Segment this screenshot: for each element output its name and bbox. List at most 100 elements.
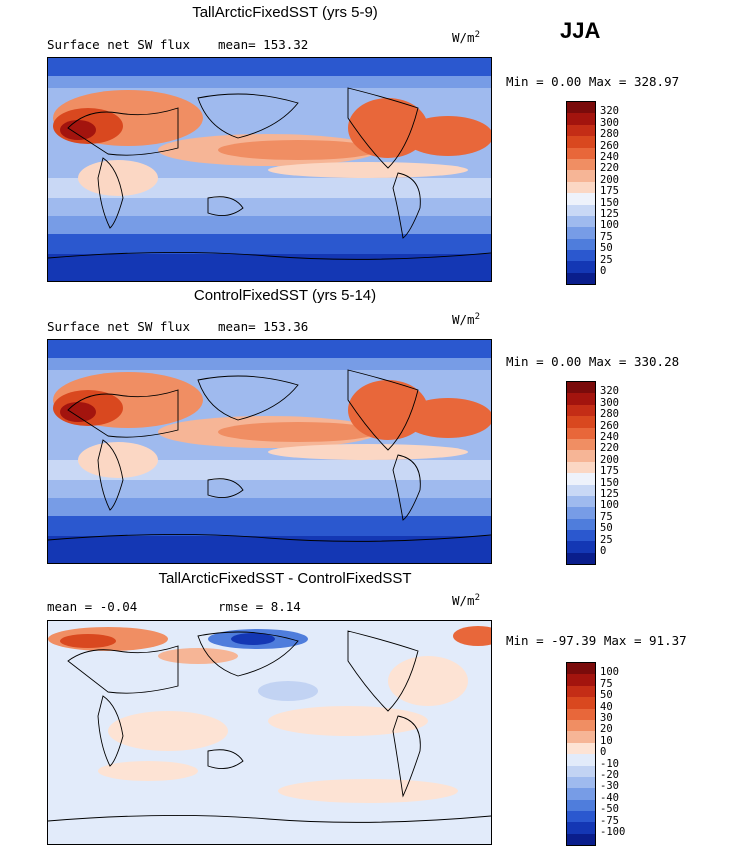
- colorbar-level-label: -50: [600, 803, 619, 816]
- panel-3-map-field: [48, 621, 491, 844]
- colorbar-swatch: [567, 708, 595, 720]
- colorbar-level-label: 320: [600, 105, 619, 118]
- colorbar-swatch: [567, 799, 595, 812]
- colorbar-level-label: 175: [600, 185, 619, 198]
- colorbar-level-label: -40: [600, 791, 619, 804]
- panel-2-minmax: Min = 0.00 Max = 330.28: [506, 354, 680, 369]
- panel-1-map-field: [48, 58, 491, 281]
- colorbar-swatch: [567, 250, 595, 262]
- colorbar-level-label: 10: [600, 734, 613, 747]
- colorbar-swatch: [567, 227, 595, 239]
- panel-2-title: ControlFixedSST (yrs 5-14): [193, 287, 377, 304]
- colorbar-swatch: [567, 124, 595, 137]
- panel-1-mean: mean= 153.32: [218, 37, 309, 52]
- panel-2-map: [47, 339, 492, 564]
- colorbar-swatch: [567, 204, 595, 216]
- panel-3-map: [47, 620, 492, 845]
- colorbar-level-label: 100: [600, 666, 619, 679]
- colorbar-level-label: 75: [600, 230, 613, 243]
- colorbar-level-label: 30: [600, 712, 613, 724]
- colorbar-level-label: -100: [600, 826, 626, 838]
- colorbar-level-label: 240: [600, 151, 619, 163]
- colorbar-swatch: [567, 685, 595, 698]
- colorbar-level-label: 220: [600, 442, 619, 455]
- colorbar-level-label: 280: [600, 128, 619, 141]
- colorbar-level-label: 300: [600, 396, 619, 409]
- colorbar-level-label: 50: [600, 242, 613, 255]
- colorbar-level-label: 20: [600, 723, 613, 736]
- colorbar-swatch: [567, 193, 595, 205]
- colorbar-level-label: 125: [600, 488, 619, 500]
- colorbar-swatch: [567, 393, 595, 405]
- panel-3-rmse: rmse = 8.14: [218, 599, 301, 614]
- colorbar-level-label: -75: [600, 814, 619, 827]
- colorbar-swatch: [567, 776, 595, 789]
- colorbar-swatch: [567, 438, 595, 451]
- colorbar-level-label: -20: [600, 769, 619, 781]
- colorbar-level-label: -10: [600, 757, 619, 770]
- colorbar-swatch: [567, 113, 595, 125]
- panel-1-colorbar: [566, 101, 596, 286]
- colorbar-swatch: [567, 731, 595, 743]
- colorbar-swatch: [567, 484, 595, 496]
- colorbar-level-label: 25: [600, 533, 613, 546]
- colorbar-swatch: [567, 697, 595, 709]
- colorbar-swatch: [567, 261, 595, 273]
- colorbar-level-label: 75: [600, 677, 613, 690]
- colorbar-level-label: 200: [600, 453, 619, 466]
- colorbar-swatch: [567, 495, 595, 508]
- colorbar-swatch: [567, 518, 595, 531]
- colorbar-swatch: [567, 742, 595, 755]
- colorbar-level-label: 200: [600, 173, 619, 186]
- colorbar-level-label: 0: [600, 265, 607, 277]
- colorbar-level-label: 75: [600, 510, 613, 523]
- panel-3-units: W/m2: [452, 593, 480, 609]
- colorbar-level-label: 50: [600, 522, 613, 535]
- colorbar-level-label: 280: [600, 408, 619, 421]
- colorbar-swatch: [567, 663, 595, 675]
- colorbar-swatch: [567, 765, 595, 777]
- panel-1-variable: Surface net SW flux: [47, 37, 190, 52]
- colorbar-level-label: 125: [600, 208, 619, 220]
- panel-1-units: W/m2: [452, 30, 480, 46]
- colorbar-swatch: [567, 507, 595, 519]
- colorbar-swatch: [567, 450, 595, 462]
- panel-2-variable: Surface net SW flux: [47, 319, 190, 334]
- colorbar-swatch: [567, 811, 595, 823]
- colorbar-swatch: [567, 136, 595, 148]
- colorbar-swatch: [567, 181, 595, 194]
- colorbar-swatch: [567, 158, 595, 171]
- panel-1-title: TallArcticFixedSST (yrs 5-9): [192, 4, 378, 21]
- panel-3-title: TallArcticFixedSST - ControlFixedSST: [158, 570, 412, 587]
- colorbar-level-label: 0: [600, 545, 607, 557]
- colorbar-swatch: [567, 382, 595, 394]
- panel-3-minmax: Min = -97.39 Max = 91.37: [506, 633, 687, 648]
- colorbar-swatch: [567, 822, 595, 834]
- colorbar-swatch: [567, 461, 595, 474]
- colorbar-level-label: 40: [600, 700, 613, 713]
- panel-1-map: [47, 57, 492, 282]
- colorbar-swatch: [567, 788, 595, 800]
- season-label: JJA: [560, 18, 601, 43]
- colorbar-level-label: 100: [600, 499, 619, 512]
- colorbar-swatch: [567, 674, 595, 686]
- colorbar-swatch: [567, 416, 595, 428]
- colorbar-swatch: [567, 530, 595, 542]
- colorbar-level-label: 240: [600, 431, 619, 443]
- panel-2-units: W/m2: [452, 312, 480, 328]
- colorbar-level-label: 320: [600, 385, 619, 398]
- colorbar-level-label: 260: [600, 419, 619, 432]
- colorbar-level-label: 220: [600, 162, 619, 175]
- panel-3-colorbar: [566, 662, 596, 847]
- colorbar-level-label: 25: [600, 253, 613, 266]
- colorbar-swatch: [567, 427, 595, 439]
- colorbar-level-label: 150: [600, 196, 619, 209]
- colorbar-level-label: 175: [600, 465, 619, 478]
- colorbar-swatch: [567, 102, 595, 114]
- panel-3-mean: mean = -0.04: [47, 599, 138, 614]
- colorbar-level-label: -30: [600, 780, 619, 793]
- panel-2-mean: mean= 153.36: [218, 319, 309, 334]
- panel-2-colorbar: [566, 381, 596, 566]
- colorbar-swatch: [567, 552, 595, 565]
- colorbar-level-label: 100: [600, 219, 619, 232]
